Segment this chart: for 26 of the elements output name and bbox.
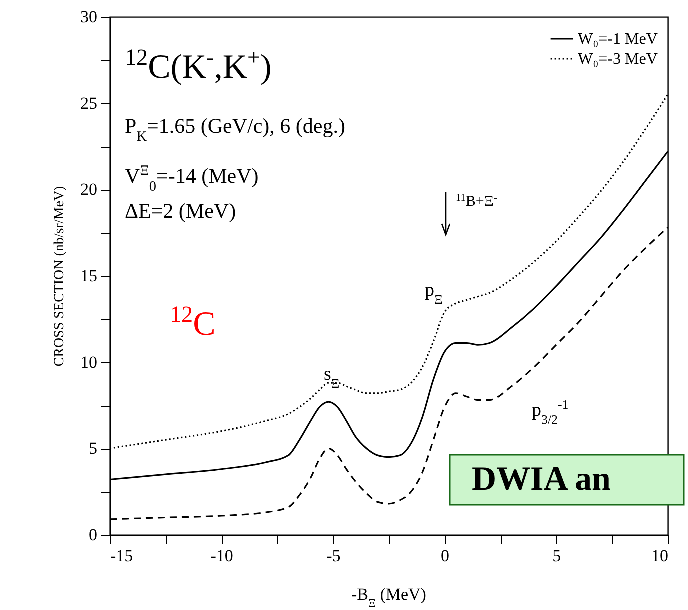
y-tick-label: 30 xyxy=(80,8,98,26)
x-tick-label: 0 xyxy=(441,546,450,566)
x-tick-label: -10 xyxy=(210,546,234,566)
x-tick-label: -15 xyxy=(110,546,134,566)
annotation: P$_{K}$=1.65 (GeV/c), 6 (deg.) xyxy=(125,114,346,145)
legend-label: W₀=-1 MeV xyxy=(578,31,658,48)
x-tick-label: 5 xyxy=(552,546,562,566)
y-tick-label: 15 xyxy=(80,266,98,286)
annotation: s$_{Ξ}$ xyxy=(324,364,340,390)
annotation: DWIA an xyxy=(472,461,611,498)
annotation: ΔE=2 (MeV) xyxy=(125,199,236,223)
x-tick-label: 10 xyxy=(652,546,668,566)
x-axis-title: -B$_{Ξ}$ (MeV) xyxy=(352,585,426,610)
annotation: p$_{Ξ}$ xyxy=(425,280,443,306)
annotation: $^{12}$C xyxy=(170,302,216,343)
y-axis-title: CROSS SECTION (nb/sr/MeV) xyxy=(52,186,68,367)
y-tick-label: 5 xyxy=(89,439,98,458)
y-tick-label: 10 xyxy=(80,352,98,372)
y-tick-label: 20 xyxy=(80,180,98,200)
legend-label: W₀=-3 MeV xyxy=(578,51,658,68)
annotation: $^{11}$B+Ξ$^{-}$ xyxy=(456,192,498,210)
y-tick-label: 0 xyxy=(89,526,98,544)
y-tick-label: 25 xyxy=(80,94,98,113)
annotation: V$^{Ξ}$$_{0}$=-14 (MeV) xyxy=(125,163,259,195)
annotation: $^{12}$C(K$^{-}$,K$^{+}$) xyxy=(125,45,272,86)
x-tick-label: -5 xyxy=(326,546,341,566)
